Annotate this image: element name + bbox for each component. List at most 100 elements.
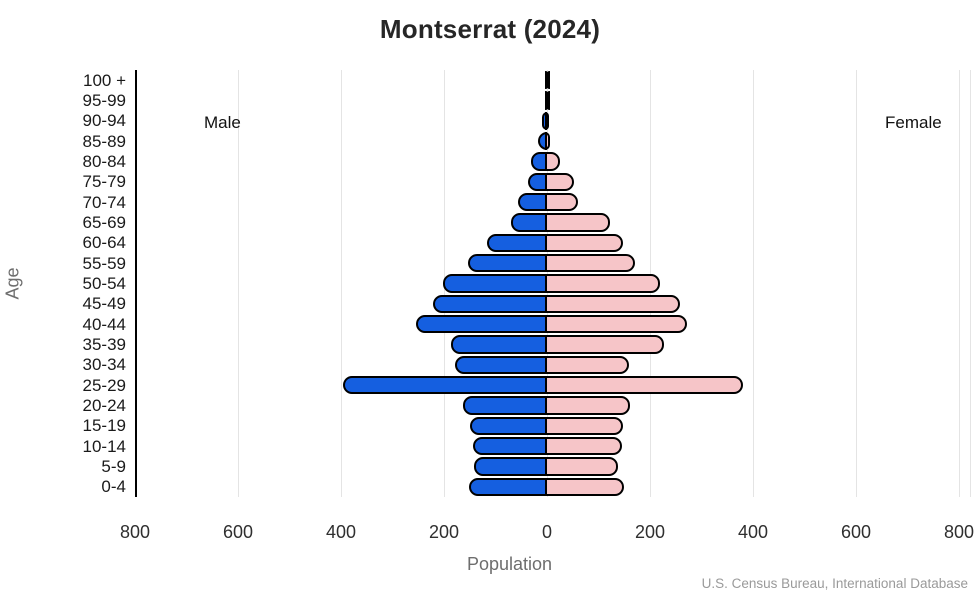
x-tick-label: 200 (634, 522, 666, 542)
pyramid-row-30-34 (135, 355, 971, 375)
pyramid-row-10-14 (135, 436, 971, 456)
bar-female-0-4 (545, 477, 625, 496)
bar-female-20-24 (545, 396, 630, 415)
pyramid-row-55-59 (135, 253, 971, 273)
bar-male-5-9 (473, 457, 547, 476)
pyramid-row-35-39 (135, 334, 971, 354)
age-label-10-14: 10-14 (82, 436, 126, 456)
x-tick-label: 600 (222, 522, 254, 542)
bar-female-75-79 (545, 172, 574, 191)
bar-male-0-4 (469, 477, 547, 496)
x-tick-label: 200 (428, 522, 460, 542)
bar-male-65-69 (510, 213, 547, 232)
bar-male-20-24 (462, 396, 547, 415)
pyramid-row-100+ (135, 70, 971, 90)
pyramid-row-20-24 (135, 395, 971, 415)
age-label-65-69: 65-69 (82, 213, 126, 232)
pyramid-row-80-84 (135, 151, 971, 171)
bar-male-45-49 (433, 294, 547, 313)
age-label-30-34: 30-34 (82, 355, 126, 375)
age-label-75-79: 75-79 (82, 172, 126, 192)
pyramid-row-90-94 (135, 111, 971, 131)
gridline (753, 70, 754, 497)
bar-female-15-19 (545, 416, 623, 435)
pyramid-row-45-49 (135, 294, 971, 314)
age-label-50-54: 50-54 (82, 274, 126, 293)
y-axis-line (135, 70, 137, 497)
pyramid-row-70-74 (135, 192, 971, 212)
bar-male-55-59 (468, 254, 547, 273)
gridline (959, 70, 960, 497)
bar-male-70-74 (517, 193, 547, 212)
bar-female-45-49 (545, 294, 680, 313)
source-attribution: U.S. Census Bureau, International Databa… (701, 576, 968, 591)
age-label-80-84: 80-84 (82, 152, 126, 171)
pyramid-row-0-4 (135, 477, 971, 497)
x-tick-label: 0 (541, 522, 552, 542)
age-label-60-64: 60-64 (82, 233, 126, 253)
age-label-85-89: 85-89 (82, 131, 126, 151)
bar-male-15-19 (469, 416, 547, 435)
pyramid-row-65-69 (135, 212, 971, 232)
x-tick-label: 400 (737, 522, 769, 542)
gridline (341, 70, 342, 497)
age-label-15-19: 15-19 (82, 416, 126, 436)
pyramid-row-75-79 (135, 172, 971, 192)
bar-female-60-64 (545, 233, 624, 252)
bar-female-25-29 (545, 376, 744, 395)
age-label-35-39: 35-39 (82, 335, 126, 354)
age-axis-labels: 100 +95-99 90-94 85-89 80-84 75-79 70-74 65-69… (0, 70, 126, 497)
bar-female-50-54 (545, 274, 660, 293)
gridline (856, 70, 857, 497)
age-label-20-24: 20-24 (82, 396, 126, 415)
pyramid-row-25-29 (135, 375, 971, 395)
bar-male-10-14 (472, 437, 547, 456)
bar-female-90-94 (545, 111, 549, 130)
chart-title: Montserrat (2024) (379, 14, 601, 44)
age-label-40-44: 40-44 (82, 314, 126, 334)
x-tick-label: 800 (119, 522, 151, 542)
x-tick-label: 400 (325, 522, 357, 542)
pyramid-row-5-9 (135, 456, 971, 476)
age-label-70-74: 70-74 (82, 192, 126, 212)
x-axis-title: Population (467, 554, 553, 574)
bar-female-40-44 (545, 315, 687, 334)
age-label-90-94: 90-94 (82, 111, 126, 131)
pyramid-row-95-99 (135, 90, 971, 110)
age-label-0-4: 0-4 (101, 477, 126, 497)
age-label-5-9: 5-9 (101, 457, 126, 476)
age-label-95-99: 95-99 (82, 91, 126, 110)
bar-male-30-34 (455, 355, 547, 374)
bar-female-100+ (545, 71, 549, 90)
male-series-label: Male (204, 113, 241, 132)
pyramid-row-15-19 (135, 416, 971, 436)
pyramid-row-85-89 (135, 131, 971, 151)
plot-area (135, 70, 971, 497)
x-tick-label: 800 (943, 522, 975, 542)
bar-female-5-9 (545, 457, 619, 476)
bar-female-95-99 (545, 91, 549, 110)
bar-male-60-64 (487, 233, 547, 252)
bar-male-50-54 (443, 274, 547, 293)
bar-female-35-39 (545, 335, 664, 354)
x-tick-label: 600 (840, 522, 872, 542)
female-series-label: Female (885, 113, 942, 132)
bar-female-10-14 (545, 437, 622, 456)
bar-female-55-59 (545, 254, 636, 273)
bar-male-40-44 (416, 315, 547, 334)
pyramid-row-40-44 (135, 314, 971, 334)
pyramid-row-50-54 (135, 273, 971, 293)
bar-female-85-89 (545, 132, 550, 151)
age-label-100+: 100 + (82, 70, 126, 90)
gridline (970, 70, 971, 497)
pyramid-row-60-64 (135, 233, 971, 253)
bar-male-35-39 (450, 335, 547, 354)
bar-female-70-74 (545, 193, 579, 212)
age-label-55-59: 55-59 (82, 253, 126, 273)
bar-female-65-69 (545, 213, 610, 232)
age-label-25-29: 25-29 (82, 375, 126, 395)
gridline (238, 70, 239, 497)
bar-female-80-84 (545, 152, 560, 171)
bar-female-30-34 (545, 355, 630, 374)
